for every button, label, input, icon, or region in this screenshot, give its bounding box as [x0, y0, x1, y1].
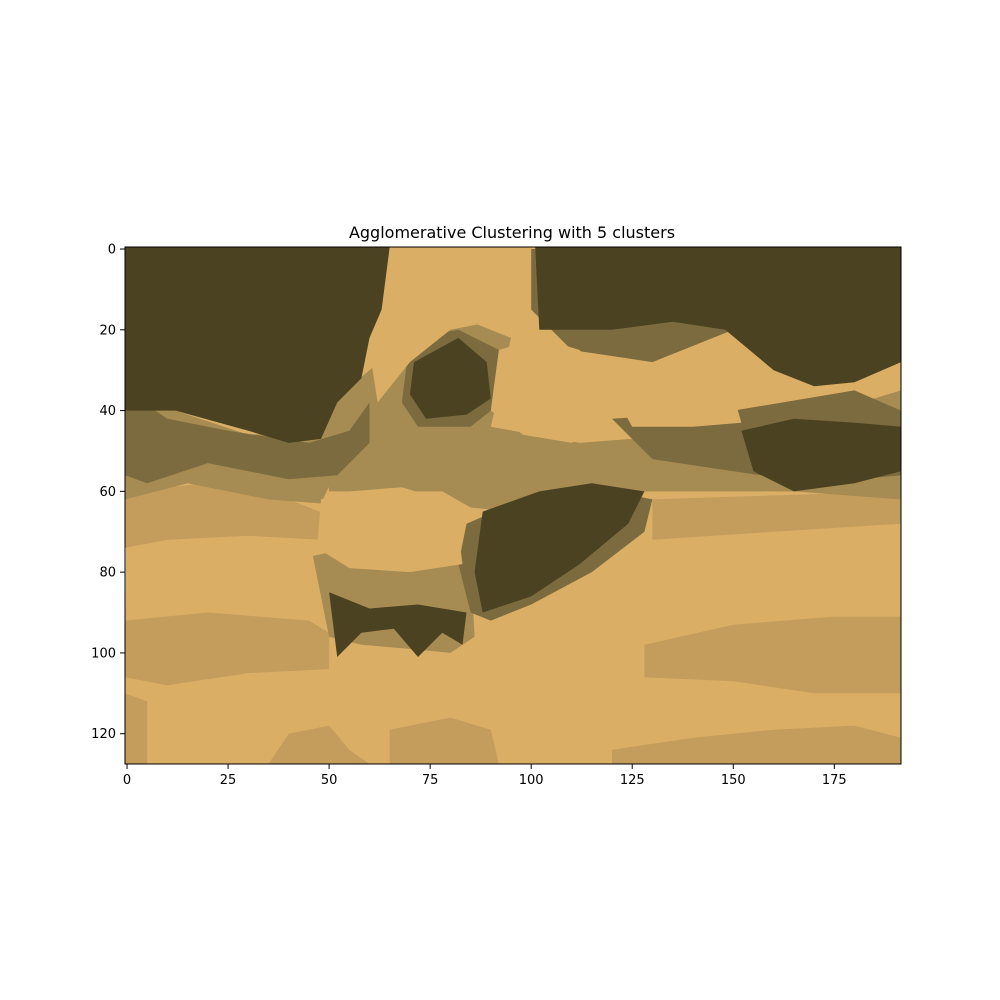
cluster-region-4	[317, 487, 463, 573]
cluster-region-3	[644, 616, 901, 694]
y-tick-label: 100	[91, 646, 116, 661]
y-tick-label: 20	[99, 323, 116, 338]
x-tick-label: 150	[721, 773, 746, 788]
cluster-region-0	[535, 247, 901, 387]
y-tick-label: 40	[99, 404, 116, 419]
cluster-region-4	[490, 337, 612, 443]
cluster-region-0	[474, 483, 645, 613]
cluster-region-3	[125, 693, 148, 764]
cluster-region-4	[612, 382, 742, 427]
x-tick-label: 100	[519, 773, 544, 788]
cluster-region-0	[125, 247, 390, 443]
y-axis: 0 20 40 60 80 100 120	[91, 243, 125, 742]
cluster-region-4	[369, 247, 524, 403]
cluster-region-0	[741, 418, 901, 492]
x-tick-label: 75	[422, 773, 439, 788]
x-tick-label: 50	[321, 773, 338, 788]
y-tick-label: 120	[91, 727, 116, 742]
x-tick-label: 125	[620, 773, 645, 788]
x-axis: 0 25 50 75 100 125 150 175	[123, 764, 847, 788]
y-tick-label: 80	[99, 566, 116, 581]
cluster-region-3	[125, 612, 330, 686]
clustered-image	[125, 247, 901, 764]
cluster-region-3	[389, 717, 499, 764]
cluster-region-0	[329, 592, 467, 657]
plot-frame	[124, 246, 902, 765]
x-tick-label: 0	[123, 773, 131, 788]
x-tick-label: 25	[220, 773, 237, 788]
cluster-region-1	[125, 390, 370, 484]
y-tick-label: 0	[108, 243, 116, 258]
chart-title: Agglomerative Clustering with 5 clusters	[349, 223, 675, 242]
y-tick-label: 60	[99, 485, 116, 500]
cluster-region-3	[612, 725, 901, 764]
x-tick-label: 175	[822, 773, 847, 788]
cluster-region-3	[652, 491, 901, 540]
cluster-region-0	[409, 337, 491, 419]
cluster-region-3	[268, 725, 370, 764]
